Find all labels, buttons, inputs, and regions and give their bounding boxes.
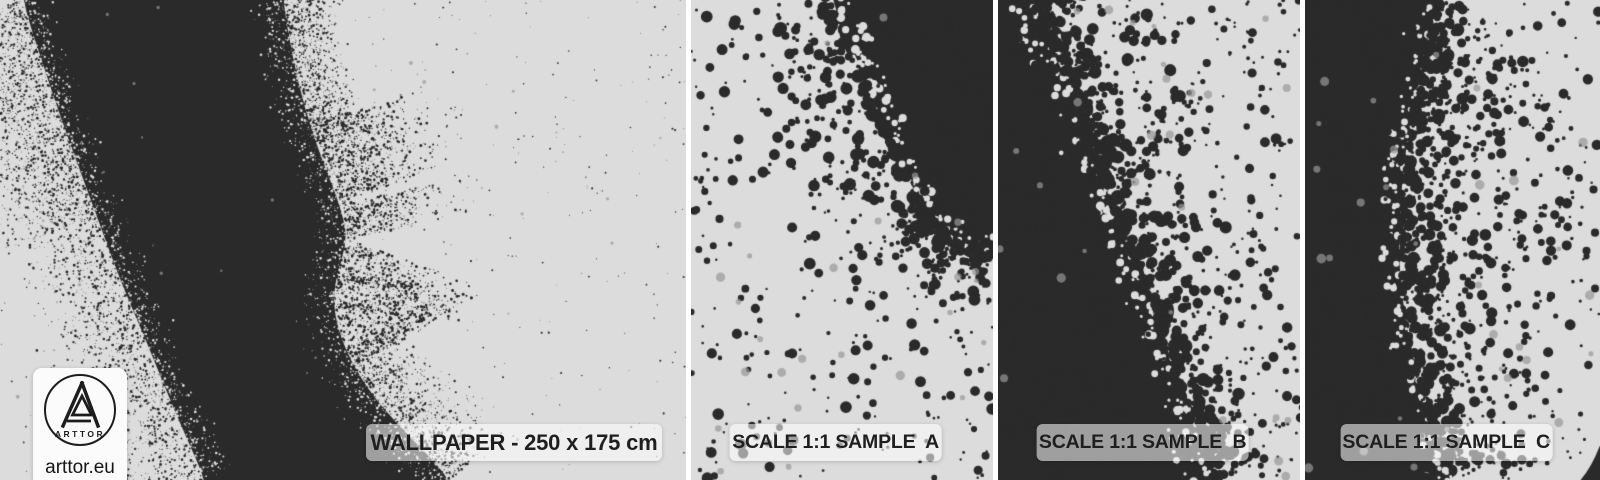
- sample-c-artwork-canvas: [1305, 0, 1600, 480]
- panel-sample-c: SCALE 1:1 SAMPLE C: [1305, 0, 1600, 480]
- panel-sample-a: SCALE 1:1 SAMPLE A: [691, 0, 993, 480]
- logo-wordmark: ARTTOR: [55, 429, 105, 439]
- panel-wallpaper: ARTTOR arttor.eu WALLPAPER - 250 x 175 c…: [0, 0, 686, 480]
- sample-b-scale-label: SCALE 1:1 SAMPLE B: [1036, 424, 1249, 461]
- wallpaper-size-label: WALLPAPER - 250 x 175 cm: [366, 424, 662, 461]
- sample-a-scale-label: SCALE 1:1 SAMPLE A: [729, 424, 942, 461]
- sample-a-artwork-canvas: [691, 0, 993, 480]
- sample-c-scale-label: SCALE 1:1 SAMPLE C: [1340, 424, 1553, 461]
- sample-b-artwork-canvas: [998, 0, 1300, 480]
- arttor-logo-badge: ARTTOR arttor.eu: [33, 368, 127, 480]
- arttor-logo-icon: ARTTOR arttor.eu: [44, 374, 116, 478]
- logo-site-text: arttor.eu: [45, 457, 115, 478]
- panel-sample-b: SCALE 1:1 SAMPLE B: [998, 0, 1300, 480]
